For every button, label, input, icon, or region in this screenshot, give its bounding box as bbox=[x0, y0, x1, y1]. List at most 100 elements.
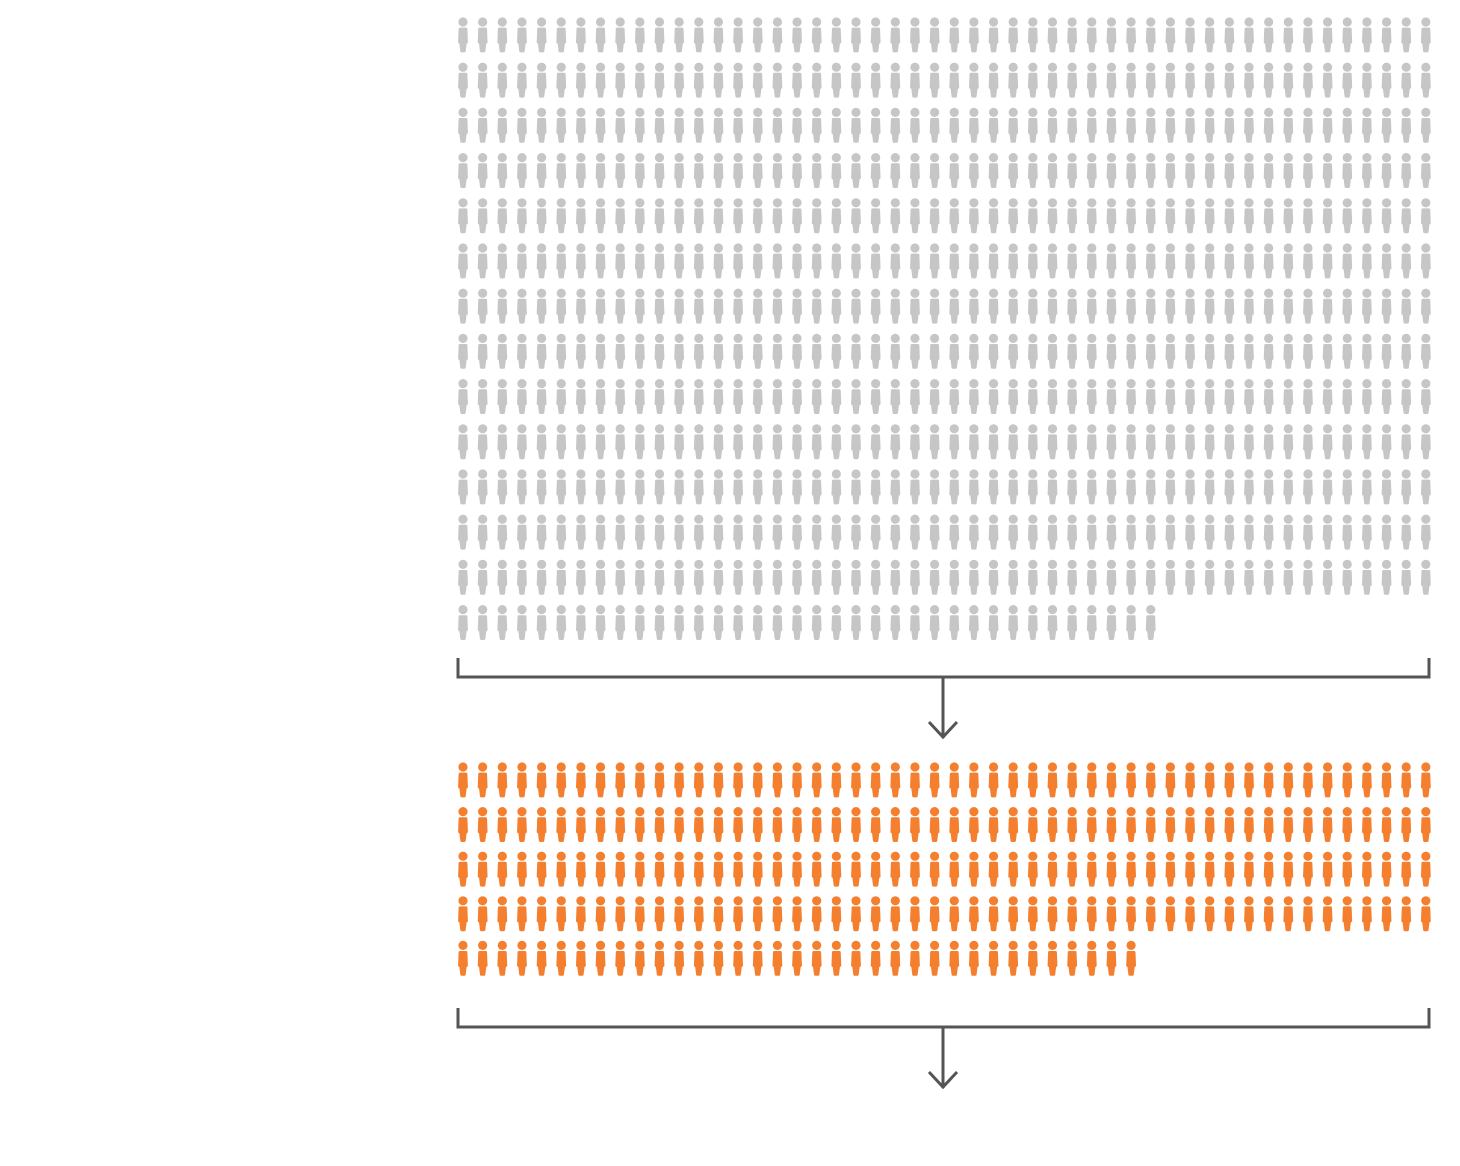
person-icon bbox=[772, 896, 783, 932]
person-icon bbox=[1263, 424, 1274, 460]
person-icon bbox=[693, 559, 704, 595]
person-icon bbox=[1401, 379, 1412, 414]
person-icon bbox=[556, 243, 567, 279]
person-icon bbox=[870, 514, 881, 550]
person-icon bbox=[1204, 896, 1215, 932]
person-icon bbox=[497, 851, 508, 887]
person-icon bbox=[497, 896, 508, 932]
person-icon bbox=[654, 896, 665, 932]
person-icon bbox=[615, 605, 626, 640]
person-icon bbox=[595, 379, 606, 414]
person-icon bbox=[969, 807, 979, 842]
person-icon bbox=[556, 424, 567, 460]
person-icon bbox=[556, 559, 567, 595]
person-icon bbox=[1322, 762, 1333, 798]
person-icon bbox=[1185, 17, 1195, 53]
person-icon bbox=[477, 379, 488, 414]
person-icon bbox=[1224, 62, 1235, 98]
person-icon bbox=[477, 424, 488, 460]
person-icon bbox=[870, 62, 881, 98]
person-icon bbox=[1224, 333, 1235, 369]
person-icon bbox=[536, 469, 547, 505]
person-icon bbox=[1027, 807, 1038, 842]
person-icon bbox=[1244, 514, 1254, 550]
person-icon bbox=[1185, 153, 1195, 188]
person-icon bbox=[1106, 288, 1117, 324]
person-icon bbox=[713, 333, 724, 369]
person-icon bbox=[1303, 333, 1313, 369]
person-icon bbox=[988, 243, 999, 279]
person-icon bbox=[517, 605, 527, 640]
person-icon bbox=[929, 243, 940, 279]
person-icon bbox=[1086, 559, 1097, 595]
person-icon bbox=[1185, 424, 1195, 460]
person-icon bbox=[1283, 762, 1294, 798]
person-icon bbox=[1185, 896, 1195, 932]
person-icon bbox=[733, 62, 743, 98]
person-icon bbox=[1086, 153, 1097, 188]
person-icon bbox=[910, 333, 920, 369]
person-icon bbox=[1047, 851, 1058, 887]
person-icon bbox=[497, 514, 508, 550]
person-icon bbox=[910, 940, 920, 976]
person-icon bbox=[988, 896, 999, 932]
person-icon bbox=[1165, 379, 1176, 414]
person-icon bbox=[733, 333, 743, 369]
person-icon bbox=[497, 17, 508, 53]
person-icon bbox=[1224, 243, 1235, 279]
person-icon bbox=[634, 107, 645, 143]
person-icon bbox=[1027, 243, 1038, 279]
person-icon bbox=[1342, 514, 1353, 550]
person-icon bbox=[733, 243, 743, 279]
person-icon bbox=[615, 153, 626, 188]
person-icon bbox=[870, 424, 881, 460]
person-icon bbox=[851, 469, 861, 505]
person-icon bbox=[1362, 424, 1372, 460]
person-icon bbox=[1342, 333, 1353, 369]
person-icon bbox=[556, 153, 567, 188]
person-icon bbox=[536, 17, 547, 53]
person-icon bbox=[1263, 559, 1274, 595]
person-icon bbox=[752, 379, 763, 414]
person-icon bbox=[1322, 559, 1333, 595]
person-icon bbox=[634, 762, 645, 798]
person-icon bbox=[517, 153, 527, 188]
person-icon bbox=[1342, 851, 1353, 887]
person-icon bbox=[1204, 424, 1215, 460]
person-icon bbox=[851, 762, 861, 798]
person-icon bbox=[1303, 424, 1313, 460]
person-icon bbox=[752, 107, 763, 143]
person-icon bbox=[713, 17, 724, 53]
person-icon bbox=[1401, 762, 1412, 798]
person-icon bbox=[1047, 17, 1058, 53]
person-icon bbox=[1067, 424, 1078, 460]
person-icon bbox=[595, 469, 606, 505]
person-icon bbox=[792, 62, 802, 98]
person-icon bbox=[851, 940, 861, 976]
person-icon bbox=[1047, 107, 1058, 143]
person-icon bbox=[634, 333, 645, 369]
total-bracket bbox=[456, 658, 1431, 679]
person-icon bbox=[1008, 379, 1019, 414]
person-icon bbox=[713, 469, 724, 505]
person-icon bbox=[517, 559, 527, 595]
person-icon bbox=[1322, 243, 1333, 279]
person-icon bbox=[831, 807, 842, 842]
person-icon bbox=[1126, 17, 1136, 53]
person-icon bbox=[595, 424, 606, 460]
person-icon bbox=[615, 469, 626, 505]
person-icon bbox=[458, 288, 468, 324]
person-icon bbox=[910, 17, 920, 53]
person-icon bbox=[772, 559, 783, 595]
person-icon bbox=[969, 288, 979, 324]
person-icon bbox=[811, 107, 822, 143]
person-icon bbox=[1342, 762, 1353, 798]
person-icon bbox=[713, 153, 724, 188]
person-icon bbox=[1420, 469, 1431, 505]
person-icon bbox=[674, 940, 685, 976]
person-icon bbox=[654, 198, 665, 234]
person-icon bbox=[654, 469, 665, 505]
person-icon bbox=[772, 107, 783, 143]
person-icon bbox=[752, 153, 763, 188]
person-icon bbox=[654, 940, 665, 976]
